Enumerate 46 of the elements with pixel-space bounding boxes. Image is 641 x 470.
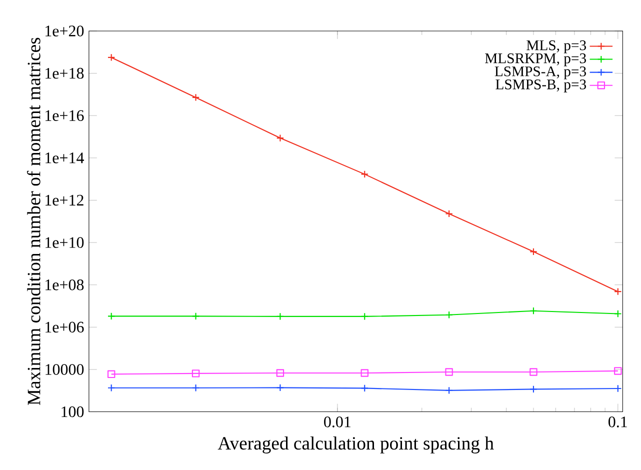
point — [445, 311, 453, 319]
point — [107, 370, 116, 378]
point — [360, 369, 368, 378]
point — [276, 369, 284, 378]
legend-label: LSMPS-A, p=3 — [494, 66, 586, 80]
legend-label: MLS, p=3 — [526, 40, 586, 54]
point — [107, 54, 116, 62]
x-tick-label: 0.1 — [608, 416, 627, 428]
point — [192, 94, 200, 102]
point — [360, 312, 368, 320]
point — [192, 370, 200, 378]
point — [445, 210, 453, 218]
point — [107, 384, 116, 392]
legend-label: MLSRKPM, p=3 — [485, 54, 586, 66]
y-tick-label: 10000 — [46, 364, 84, 375]
y-tick-label: 1e+18 — [46, 68, 84, 79]
y-tick-label: 1e+12 — [46, 194, 84, 206]
point — [614, 384, 622, 392]
x-tick-label: 0.01 — [324, 416, 350, 428]
point — [530, 307, 538, 315]
point — [276, 312, 284, 320]
point — [530, 368, 538, 376]
x-axis-title: Averaged calculation point spacing h — [218, 436, 494, 454]
y-tick-label: 1e+16 — [46, 110, 84, 122]
legend-label: LSMPS-B, p=3 — [496, 80, 586, 92]
point — [614, 288, 622, 296]
point — [614, 367, 622, 375]
y-tick-label: 1e+20 — [46, 26, 84, 36]
point — [360, 170, 368, 178]
point — [276, 134, 284, 142]
y-tick-label: 1e+08 — [46, 280, 84, 290]
point — [360, 384, 368, 392]
point — [276, 384, 284, 392]
y-tick-label: 1e+06 — [46, 322, 84, 333]
y-tick-label: 1e+14 — [46, 152, 84, 164]
point — [445, 368, 453, 376]
point — [530, 248, 538, 256]
point — [445, 386, 453, 394]
point — [107, 312, 116, 320]
point — [192, 312, 200, 320]
y-tick-label: 1e+10 — [46, 237, 84, 248]
y-tick-label: 100 — [62, 406, 84, 418]
point — [192, 384, 200, 392]
point — [614, 310, 622, 318]
point — [530, 385, 538, 394]
y-axis-title: Maximum condition number of moment matrices — [26, 38, 40, 406]
